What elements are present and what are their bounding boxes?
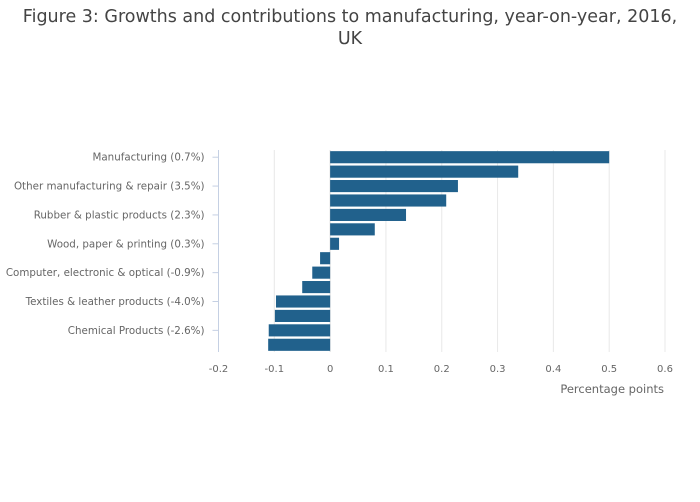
bar[interactable] (330, 151, 610, 164)
bar[interactable] (330, 194, 447, 207)
category-label: Computer, electronic & optical (-0.9%) (6, 267, 205, 279)
bar[interactable] (268, 338, 331, 351)
bar[interactable] (330, 208, 407, 221)
bar[interactable] (274, 309, 331, 322)
bar[interactable] (330, 165, 519, 178)
x-tick-label: 0.5 (601, 364, 617, 375)
bars (268, 151, 610, 351)
category-label: Other manufacturing & repair (3.5%) (14, 181, 205, 193)
category-label: Wood, paper & printing (0.3%) (47, 238, 204, 250)
category-label: Manufacturing (0.7%) (92, 152, 204, 164)
y-axis: Manufacturing (0.7%) Other manufacturing … (6, 150, 219, 352)
x-tick-label: 0 (327, 364, 333, 375)
category-label: Rubber & plastic products (2.3%) (34, 209, 205, 221)
x-tick-label: -0.2 (209, 364, 229, 375)
chart-title-line-1: Figure 3: Growths and contributions to m… (22, 7, 678, 27)
bar[interactable] (275, 295, 331, 308)
category-label: Textiles & leather products (-4.0%) (25, 296, 205, 308)
bar[interactable] (302, 281, 331, 294)
bar[interactable] (330, 180, 458, 193)
x-tick-label: 0.2 (434, 364, 450, 375)
x-tick-label: 0.1 (378, 364, 394, 375)
x-tick-label: 0.3 (490, 364, 506, 375)
bar[interactable] (312, 266, 331, 279)
bar[interactable] (330, 237, 340, 250)
bar[interactable] (330, 223, 375, 236)
x-tick-label: 0.4 (545, 364, 561, 375)
bar[interactable] (268, 324, 331, 337)
x-tick-label: 0.6 (657, 364, 673, 375)
x-axis-ticks: -0.2 -0.1 0 0.1 0.2 0.3 0.4 0.5 0.6 (209, 364, 673, 375)
bar[interactable] (320, 252, 331, 265)
x-tick-label: -0.1 (265, 364, 285, 375)
category-label: Chemical Products (-2.6%) (68, 325, 205, 337)
chart-title: Figure 3: Growths and contributions to m… (0, 6, 700, 50)
chart-title-line-2: UK (337, 29, 363, 49)
x-axis-title: Percentage points (560, 382, 664, 396)
